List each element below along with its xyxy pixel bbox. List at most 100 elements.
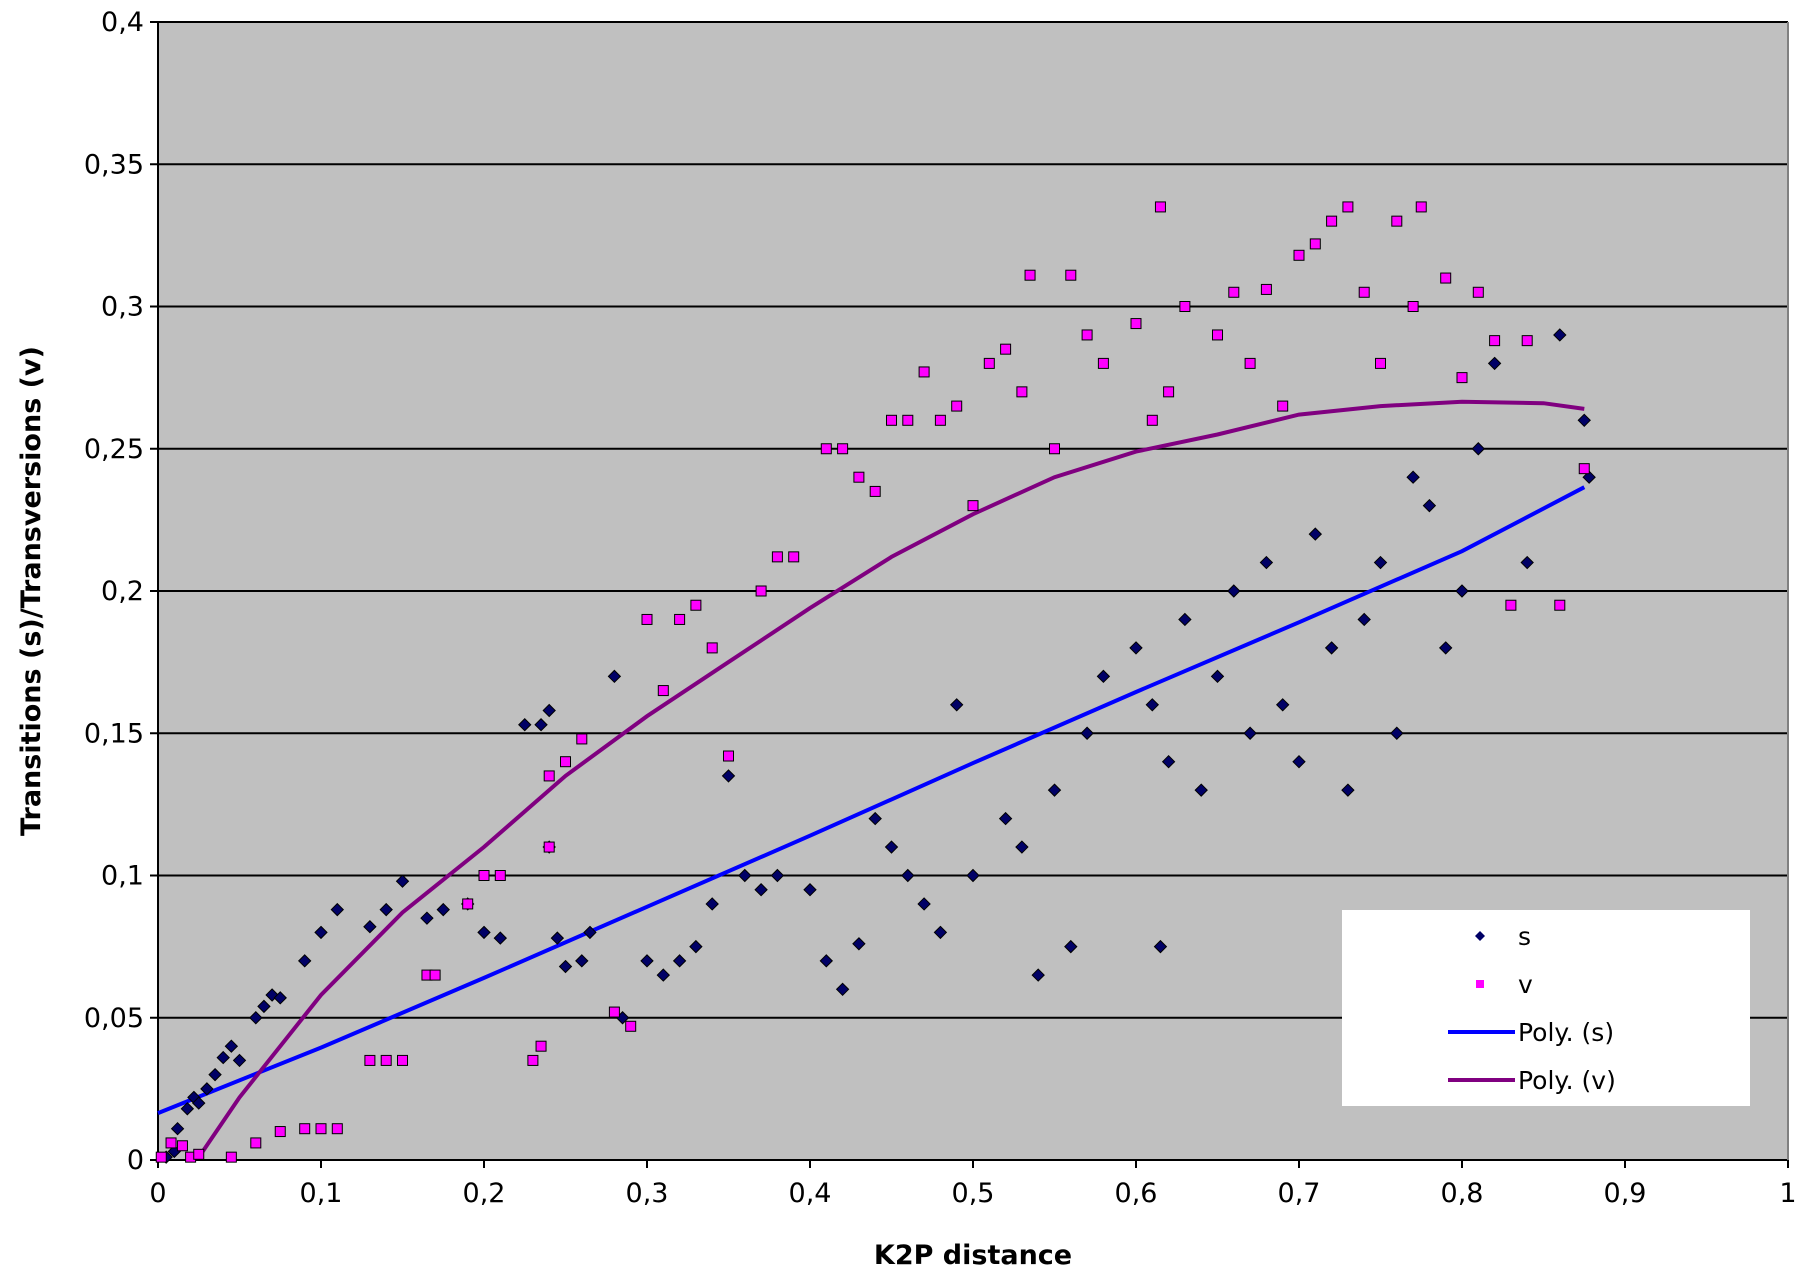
data-point-v bbox=[576, 733, 588, 745]
data-point-s bbox=[1292, 754, 1306, 769]
data-point-s bbox=[607, 669, 622, 684]
data-point-s bbox=[1341, 783, 1355, 797]
trendline-v bbox=[197, 399, 1585, 1159]
y-tick-label: 0,05 bbox=[84, 1003, 144, 1034]
data-point-s bbox=[1308, 527, 1323, 541]
data-point-s bbox=[379, 902, 393, 917]
data-point-v bbox=[690, 599, 702, 611]
data-point-v bbox=[535, 1040, 547, 1052]
y-tick-label: 0,25 bbox=[84, 434, 144, 465]
data-point-v bbox=[1358, 286, 1370, 298]
data-point-s bbox=[1178, 612, 1192, 627]
data-point-v bbox=[176, 1140, 188, 1152]
data-point-s bbox=[819, 954, 834, 968]
legend-marker-v bbox=[1476, 980, 1484, 988]
data-point-s bbox=[1577, 413, 1591, 428]
data-point-v bbox=[429, 969, 441, 981]
x-tick-label: 0 bbox=[149, 1178, 166, 1209]
data-point-v bbox=[837, 443, 849, 455]
data-point-s bbox=[998, 811, 1013, 826]
y-axis-title: Transitions (s)/Transversions (v) bbox=[16, 346, 47, 836]
data-point-v bbox=[820, 443, 832, 455]
data-point-v bbox=[771, 551, 783, 563]
data-point-s bbox=[672, 954, 687, 968]
legend-label: v bbox=[1518, 970, 1533, 999]
data-point-v bbox=[902, 414, 914, 426]
legend-label: Poly. (v) bbox=[1518, 1066, 1616, 1095]
data-point-s bbox=[208, 1067, 222, 1082]
data-point-s bbox=[558, 959, 573, 974]
data-point-v bbox=[543, 841, 555, 853]
data-point-v bbox=[1244, 357, 1256, 369]
data-point-v bbox=[1554, 599, 1566, 611]
data-point-v bbox=[853, 471, 865, 483]
data-point-v bbox=[527, 1054, 539, 1066]
data-point-v bbox=[625, 1020, 637, 1032]
data-point-v bbox=[193, 1148, 205, 1160]
data-point-v bbox=[674, 613, 686, 625]
data-point-s bbox=[575, 954, 589, 968]
data-point-s bbox=[297, 954, 312, 968]
data-point-s bbox=[1145, 698, 1160, 712]
x-tick-label: 0,5 bbox=[952, 1178, 995, 1209]
data-point-v bbox=[1163, 386, 1175, 398]
data-point-s bbox=[1015, 840, 1029, 854]
data-point-v bbox=[1489, 335, 1501, 347]
x-tick-label: 0,1 bbox=[300, 1178, 343, 1209]
data-point-s bbox=[1259, 555, 1274, 570]
data-point-v bbox=[494, 870, 506, 881]
data-point-s bbox=[273, 991, 287, 1005]
data-point-s bbox=[550, 931, 565, 945]
data-point-s bbox=[330, 902, 345, 917]
data-point-s bbox=[192, 1096, 206, 1110]
x-tick-label: 0,2 bbox=[463, 1178, 506, 1209]
x-axis-title: K2P distance bbox=[874, 1240, 1072, 1271]
data-point-v bbox=[225, 1151, 237, 1163]
data-point-s bbox=[1582, 470, 1596, 484]
data-point-v bbox=[918, 366, 930, 378]
data-point-v bbox=[967, 500, 979, 512]
y-tick-label: 0,1 bbox=[101, 861, 144, 892]
data-point-s bbox=[770, 868, 785, 883]
data-point-v bbox=[1391, 215, 1403, 227]
data-point-s bbox=[721, 769, 736, 783]
data-point-v bbox=[951, 400, 963, 412]
data-point-s bbox=[868, 811, 882, 826]
data-point-s bbox=[1390, 726, 1404, 740]
data-point-v bbox=[1505, 599, 1517, 611]
data-point-s bbox=[1096, 669, 1111, 684]
data-point-v bbox=[1000, 343, 1012, 355]
data-point-s bbox=[1064, 939, 1078, 954]
data-point-s bbox=[1357, 612, 1371, 627]
data-point-v bbox=[1342, 201, 1354, 213]
data-point-v bbox=[1472, 286, 1484, 298]
data-point-s bbox=[493, 931, 508, 945]
data-point-s bbox=[1080, 726, 1094, 740]
x-tick-label: 0,8 bbox=[1441, 1178, 1484, 1209]
data-point-v bbox=[1407, 301, 1419, 312]
data-point-s bbox=[1471, 442, 1486, 456]
data-point-v bbox=[1146, 414, 1158, 426]
data-point-s bbox=[420, 911, 434, 925]
legend-label: s bbox=[1518, 922, 1531, 951]
data-point-s bbox=[640, 954, 654, 968]
data-point-v bbox=[1309, 238, 1321, 250]
data-point-v bbox=[869, 485, 881, 497]
data-point-s bbox=[477, 925, 491, 940]
data-point-v bbox=[543, 770, 555, 782]
tick-labels: 0 0,05 0,1 0,15 0,2 0,25 0,3 0,35 0,4 0 0,1 0,2 0,3 0… bbox=[84, 7, 1797, 1209]
data-point-v bbox=[1415, 201, 1427, 213]
legend: sv Poly. (s) Poly. (v) bbox=[1342, 910, 1750, 1106]
y-tick-label: 0,15 bbox=[84, 718, 144, 749]
data-point-s bbox=[542, 703, 556, 718]
data-point-s bbox=[917, 897, 931, 911]
data-point-s bbox=[1324, 641, 1339, 655]
data-point-s bbox=[949, 698, 964, 712]
data-point-v bbox=[560, 756, 571, 768]
data-point-s bbox=[436, 902, 450, 917]
data-point-s bbox=[249, 1011, 263, 1025]
data-point-s bbox=[257, 999, 271, 1014]
data-point-s bbox=[216, 1050, 230, 1065]
data-point-v bbox=[380, 1054, 392, 1066]
